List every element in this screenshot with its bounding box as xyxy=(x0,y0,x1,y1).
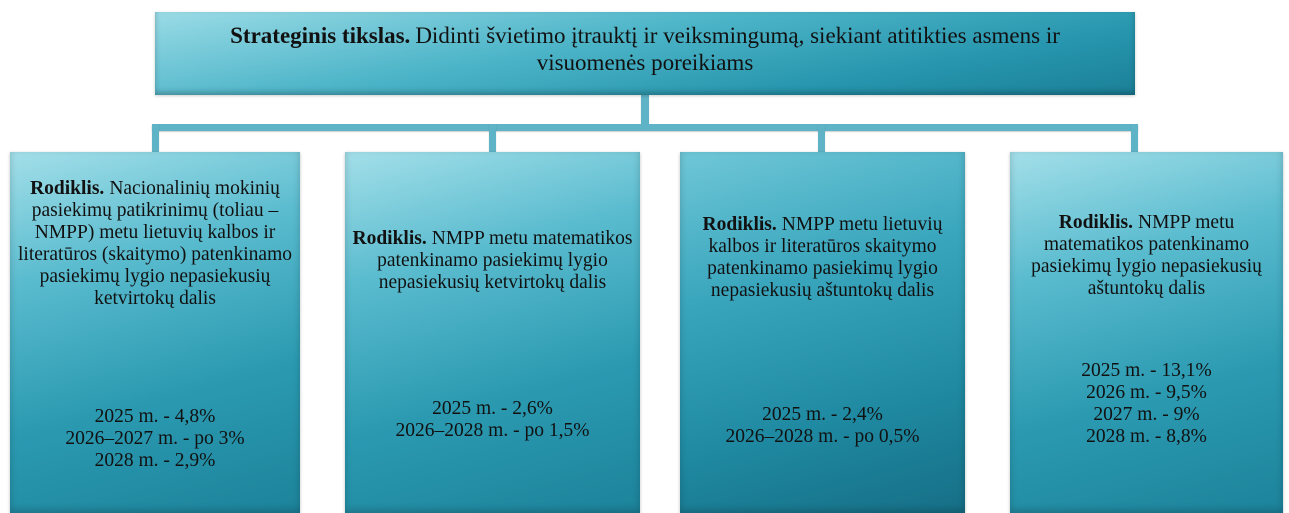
goal-label: Strateginis tikslas. xyxy=(230,23,411,48)
targets: 2025 m. - 2,4% 2026–2028 m. - po 0,5% xyxy=(680,404,965,448)
target: 2027 m. - 9% xyxy=(1093,404,1200,425)
indicator-box: Rodiklis. NMPP metu matematikos patenkina… xyxy=(1010,152,1283,513)
target: 2026 m. - 9,5% xyxy=(1086,382,1207,403)
connector xyxy=(152,124,159,152)
indicator-box: Rodiklis. NMPP metu lietuvių kalbos ir li… xyxy=(680,152,965,513)
indicator-desc: Rodiklis. NMPP metu matematikos patenkina… xyxy=(345,228,640,294)
connector xyxy=(489,124,496,152)
target: 2025 m. - 2,6% xyxy=(432,398,553,419)
indicator-text: NMPP metu lietuvių kalbos ir literatūros… xyxy=(707,214,943,301)
target: 2026–2028 m. - po 0,5% xyxy=(725,426,920,447)
connector xyxy=(152,124,1138,131)
target: 2025 m. - 4,8% xyxy=(94,406,216,427)
connector xyxy=(641,95,649,129)
indicator-text: Nacionalinių mokinių pasiekimų patikrini… xyxy=(17,178,292,309)
indicator-label: Rodiklis. xyxy=(702,214,777,235)
indicator-label: Rodiklis. xyxy=(30,178,105,199)
indicator-text: NMPP metu matematikos patenkinamo pasiek… xyxy=(377,228,633,293)
indicator-label: Rodiklis. xyxy=(1058,212,1133,233)
target: 2026–2027 m. - po 3% xyxy=(65,428,245,449)
connector xyxy=(818,124,825,152)
target: 2025 m. - 2,4% xyxy=(762,404,883,425)
target: 2028 m. - 2,9% xyxy=(94,450,216,471)
goal-box: Strateginis tikslas. Didinti švietimo įtr… xyxy=(155,12,1135,95)
targets: 2025 m. - 13,1% 2026 m. - 9,5% 2027 m. - 9… xyxy=(1010,360,1283,448)
indicator-text: NMPP metu matematikos patenkinamo pasiek… xyxy=(1031,212,1262,299)
indicator-desc: Rodiklis. NMPP metu matematikos patenkina… xyxy=(1010,212,1283,300)
target: 2025 m. - 13,1% xyxy=(1081,360,1212,381)
target: 2026–2028 m. - po 1,5% xyxy=(395,420,590,441)
indicator-box: Rodiklis. NMPP metu matematikos patenkina… xyxy=(345,152,640,513)
connector xyxy=(1131,124,1138,152)
goal-text: Didinti švietimo įtrauktį ir veiksmingum… xyxy=(415,23,1060,75)
targets: 2025 m. - 4,8% 2026–2027 m. - po 3% 2028 m… xyxy=(10,406,300,472)
indicator-desc: Rodiklis. NMPP metu lietuvių kalbos ir li… xyxy=(680,214,965,302)
indicator-box: Rodiklis. Nacionalinių mokinių pasiekimų … xyxy=(10,152,300,513)
target: 2028 m. - 8,8% xyxy=(1086,426,1207,447)
indicator-label: Rodiklis. xyxy=(352,228,427,249)
targets: 2025 m. - 2,6% 2026–2028 m. - po 1,5% xyxy=(345,398,640,442)
indicator-desc: Rodiklis. Nacionalinių mokinių pasiekimų … xyxy=(10,178,300,310)
